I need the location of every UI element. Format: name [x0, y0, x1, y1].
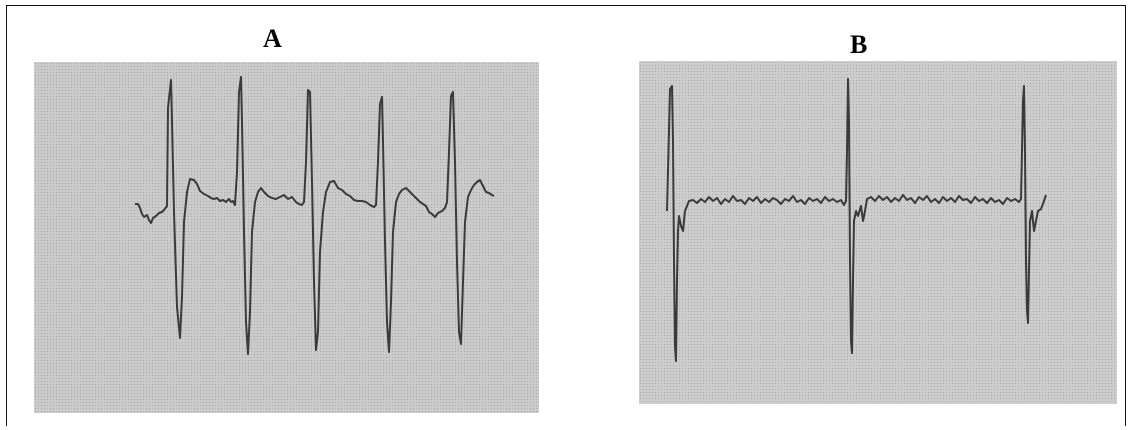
ecg-paper-a — [34, 62, 539, 413]
figure-frame — [6, 5, 1126, 426]
panel-a-label: A — [263, 24, 282, 53]
ecg-trace-b — [666, 78, 1047, 362]
panel-b-label: B — [850, 30, 868, 59]
ecg-trace-a — [135, 76, 495, 355]
ecg-strip-b — [639, 61, 1117, 404]
ecg-paper-b — [639, 61, 1117, 404]
ecg-strip-a — [34, 62, 539, 413]
